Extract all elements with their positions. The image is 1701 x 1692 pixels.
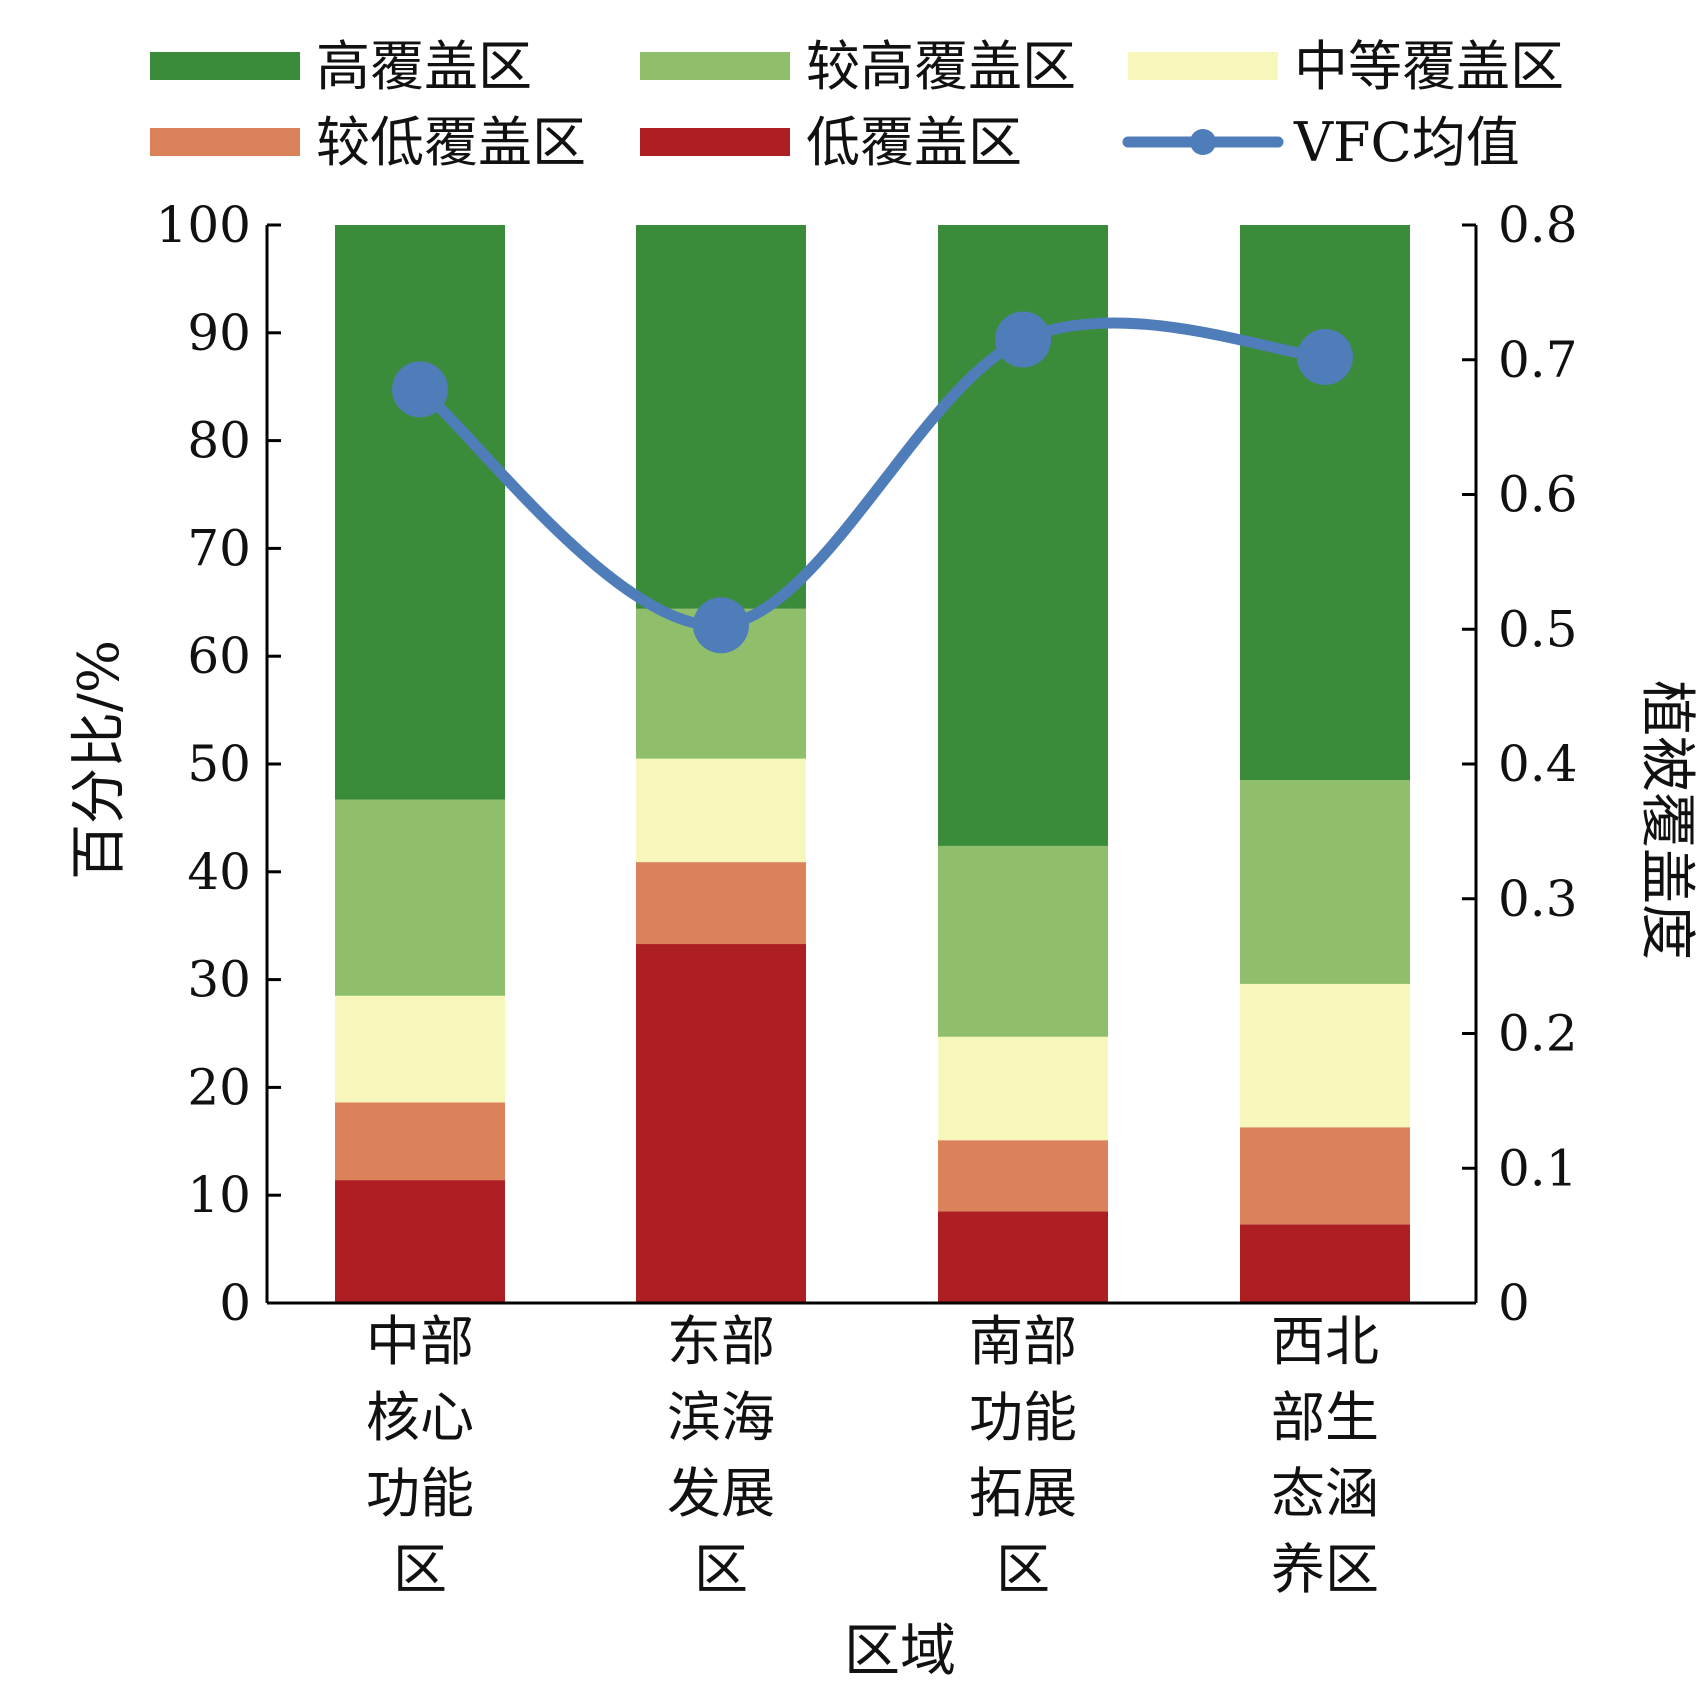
category-label: 功能 [969,1386,1077,1449]
legend-label: 高覆盖区 [316,35,532,98]
vfc-line-path [414,317,1331,631]
bar-segment [1240,1127,1410,1225]
left-tick-label: 70 [187,519,251,577]
legend-label: 较高覆盖区 [806,35,1076,98]
vfc-point [693,597,749,654]
legend-label: 较低覆盖区 [316,111,586,174]
bar-segment [636,944,806,1303]
category-label: 西北 [1271,1310,1379,1373]
legend-label: 低覆盖区 [806,111,1022,174]
left-tick-label: 20 [187,1058,251,1116]
bar-segment [335,1102,505,1181]
bar-segment [636,225,806,609]
bar-segment [636,758,806,863]
right-axis-ticks: 0 0.1 0.2 0.3 0.4 0.5 0.6 0.7 0.8 [1462,196,1578,1332]
y-axis-title: 百分比/% [67,640,132,880]
left-axis-ticks: 0 10 20 30 40 50 60 70 80 90 100 [156,196,281,1332]
x-axis-title: 区域 [844,1619,956,1684]
category-label: 滨海 [667,1386,775,1449]
bar-segment [938,1140,1108,1212]
bar-segment [335,1180,505,1303]
right-tick-label: 0.4 [1498,735,1578,793]
legend-swatch [150,128,300,156]
category-label: 东部 [667,1310,775,1373]
bar-segment [335,799,505,996]
legend-label: VFC均值 [1293,111,1520,174]
y2-axis-title: 植被覆盖度 [1634,680,1699,960]
left-tick-label: 60 [187,627,251,685]
bar-segment [335,225,505,800]
bar-segment [938,1036,1108,1141]
vfc-point [995,311,1051,368]
legend-swatch [640,128,790,156]
right-tick-label: 0.8 [1498,196,1578,254]
category-label: 部生 [1271,1386,1379,1449]
left-tick-label: 30 [187,951,251,1009]
category-label: 功能 [366,1462,474,1525]
legend-swatch [1128,52,1278,80]
left-tick-label: 90 [187,304,251,362]
vfc-point [392,361,448,418]
category-label: 拓展 [969,1462,1077,1525]
left-tick-label: 100 [156,196,251,254]
category-label: 核心 [366,1386,474,1449]
bar-segment [938,845,1108,1037]
category-label: 南部 [969,1310,1077,1373]
category-label: 区 [996,1538,1050,1601]
left-tick-label: 10 [187,1166,251,1224]
right-tick-label: 0.5 [1498,600,1578,658]
bar-segment [1240,780,1410,984]
bar-segment [938,1211,1108,1303]
vfc-point [1297,329,1353,386]
right-tick-label: 0.2 [1498,1005,1578,1063]
category-label: 养区 [1271,1538,1379,1601]
category-label: 区 [694,1538,748,1601]
legend-swatch [640,52,790,80]
right-tick-label: 0.1 [1498,1139,1578,1197]
right-tick-label: 0.6 [1498,466,1578,524]
vfc-line [392,311,1353,654]
legend-swatch [150,52,300,80]
category-label: 中部 [366,1310,474,1373]
right-tick-label: 0.7 [1498,331,1578,389]
bars [335,225,1410,1303]
legend-line-marker [1190,129,1216,155]
bar-segment [335,995,505,1103]
left-tick-label: 0 [219,1274,251,1332]
right-tick-label: 0 [1498,1274,1530,1332]
bar-segment [636,862,806,945]
left-tick-label: 50 [187,735,251,793]
category-label: 区 [393,1538,447,1601]
category-label: 发展 [667,1462,775,1525]
bar-segment [1240,225,1410,781]
category-label: 态涵 [1271,1462,1379,1525]
right-tick-label: 0.3 [1498,870,1578,928]
legend-label: 中等覆盖区 [1294,35,1564,98]
bar-segment [1240,1224,1410,1303]
left-tick-label: 40 [187,843,251,901]
bar-segment [1240,983,1410,1128]
left-tick-label: 80 [187,412,251,470]
